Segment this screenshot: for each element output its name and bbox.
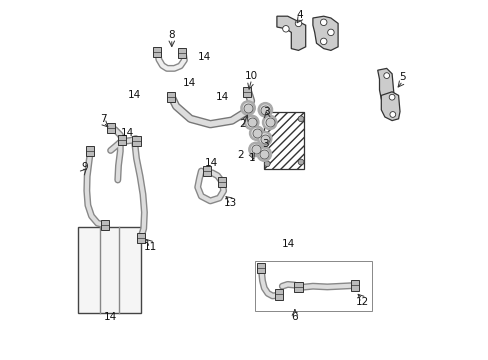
Circle shape (241, 101, 255, 115)
Circle shape (243, 103, 252, 113)
Text: 6: 6 (291, 312, 298, 322)
Text: 14: 14 (204, 158, 218, 168)
Text: 3: 3 (262, 139, 268, 149)
Bar (106, 123, 114, 133)
Circle shape (248, 142, 263, 157)
Text: 2: 2 (239, 119, 245, 129)
Text: 10: 10 (244, 71, 258, 81)
Text: 14: 14 (197, 52, 210, 62)
Circle shape (259, 149, 268, 159)
Bar (153, 47, 161, 57)
Text: 3: 3 (263, 107, 269, 117)
Circle shape (264, 118, 274, 127)
Circle shape (258, 103, 272, 117)
Polygon shape (381, 92, 399, 121)
Bar (256, 263, 264, 273)
Text: 11: 11 (143, 242, 157, 252)
Bar (137, 233, 144, 243)
Text: 13: 13 (223, 198, 236, 208)
Circle shape (257, 147, 271, 161)
Bar (243, 87, 251, 97)
Polygon shape (276, 16, 305, 50)
Circle shape (320, 38, 326, 45)
Bar (218, 177, 226, 187)
Circle shape (282, 26, 288, 32)
Circle shape (389, 112, 395, 117)
Circle shape (264, 114, 269, 120)
Bar (118, 135, 126, 145)
Text: 1: 1 (248, 153, 255, 163)
Bar (178, 48, 186, 58)
Bar (166, 92, 174, 102)
Text: 14: 14 (121, 128, 134, 138)
Text: 5: 5 (399, 72, 406, 82)
Circle shape (249, 126, 264, 140)
Text: 14: 14 (128, 90, 141, 100)
Circle shape (383, 73, 389, 78)
Circle shape (251, 129, 261, 138)
Bar (132, 136, 140, 146)
Text: 14: 14 (104, 312, 117, 322)
Circle shape (260, 105, 269, 114)
Text: 8: 8 (168, 30, 175, 40)
Bar (202, 166, 210, 176)
Polygon shape (312, 16, 337, 50)
Circle shape (262, 115, 276, 130)
Polygon shape (377, 68, 393, 103)
Circle shape (388, 94, 394, 100)
Bar (85, 146, 94, 156)
Text: 14: 14 (281, 239, 294, 249)
Bar (275, 289, 283, 300)
Circle shape (260, 134, 269, 143)
Text: 14: 14 (183, 78, 196, 88)
Text: 7: 7 (100, 114, 106, 124)
Circle shape (320, 19, 326, 26)
Circle shape (298, 116, 303, 122)
Circle shape (327, 29, 333, 36)
Circle shape (246, 118, 256, 127)
Text: 2: 2 (237, 150, 244, 160)
Bar (101, 220, 109, 230)
Text: 14: 14 (216, 92, 229, 102)
Circle shape (251, 145, 260, 154)
Text: 12: 12 (355, 297, 368, 307)
Circle shape (298, 159, 303, 165)
Bar (294, 282, 302, 292)
Circle shape (257, 131, 271, 146)
Bar (351, 280, 359, 291)
Bar (78, 227, 141, 313)
Text: 4: 4 (296, 10, 303, 20)
Circle shape (264, 161, 269, 167)
Bar (255, 261, 371, 311)
Circle shape (244, 115, 258, 130)
Bar (264, 112, 303, 169)
Circle shape (295, 20, 301, 27)
Text: 9: 9 (81, 162, 87, 172)
